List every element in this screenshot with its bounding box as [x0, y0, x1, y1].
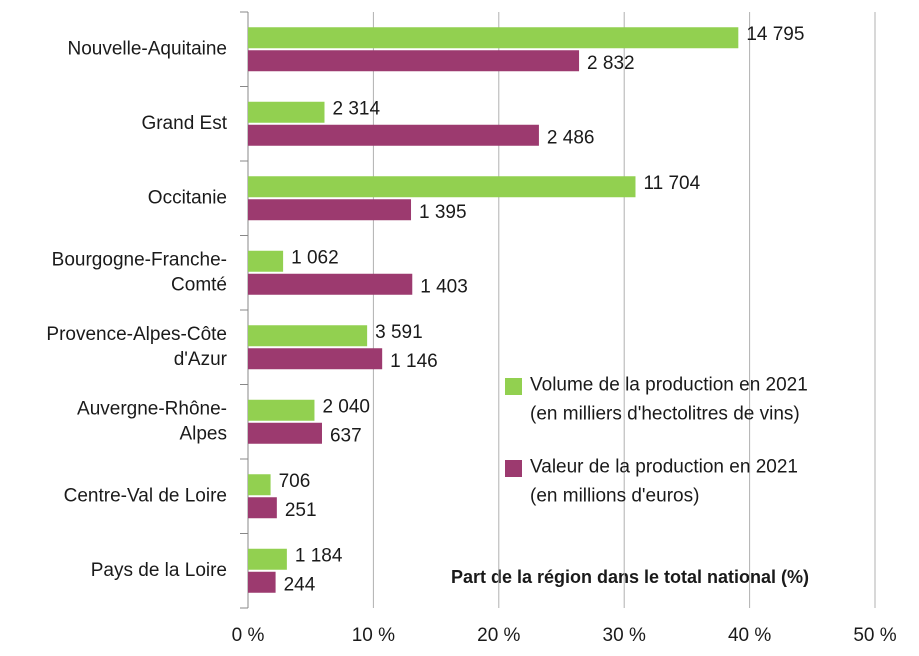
- legend-label: Valeur de la production en 2021 (en milli…: [530, 457, 798, 507]
- x-tick-label: 40 %: [728, 625, 771, 646]
- data-label: 1 146: [390, 351, 438, 372]
- bar: [248, 474, 271, 496]
- data-label: 3 591: [375, 322, 423, 343]
- data-label: 637: [330, 425, 362, 446]
- x-tick-label: 10 %: [352, 625, 395, 646]
- bar: [248, 325, 368, 347]
- data-label: 2 040: [322, 396, 370, 417]
- legend-label: Volume de la production en 2021 (en milli…: [530, 375, 808, 425]
- data-label: 706: [279, 471, 311, 492]
- x-tick-label: 0 %: [232, 625, 265, 646]
- bar: [248, 422, 322, 444]
- data-label: 1 403: [420, 276, 468, 297]
- data-label: 2 486: [547, 127, 595, 148]
- data-label: 14 795: [746, 24, 804, 45]
- data-label: 2 832: [587, 53, 635, 74]
- x-tick-label: 50 %: [853, 625, 896, 646]
- data-label: 251: [285, 500, 317, 521]
- bar: [248, 176, 636, 198]
- bar: [248, 199, 412, 221]
- y-tick-label: Pays de la Loire: [91, 560, 227, 581]
- y-tick-label: Provence-Alpes-Côte d'Azur: [46, 324, 227, 370]
- bar: [248, 399, 315, 421]
- y-tick-label: Occitanie: [148, 187, 227, 208]
- bar: [248, 548, 287, 570]
- x-tick-label: 20 %: [477, 625, 520, 646]
- bar: [248, 250, 284, 272]
- y-tick-label: Grand Est: [141, 113, 227, 134]
- y-tick-label: Auvergne-Rhône-Alpes: [77, 398, 227, 444]
- data-label: 1 184: [295, 545, 343, 566]
- bar: [248, 101, 325, 123]
- bar: [248, 348, 383, 370]
- bar: [248, 27, 739, 49]
- bar: [248, 124, 539, 146]
- data-label: 2 314: [332, 98, 380, 119]
- data-label: 244: [284, 574, 316, 595]
- bar: [248, 497, 277, 519]
- bar: [248, 273, 413, 295]
- bar: [248, 50, 580, 72]
- legend-swatch: [505, 378, 522, 395]
- bar: [248, 571, 276, 593]
- y-tick-label: Nouvelle-Aquitaine: [68, 38, 228, 59]
- data-label: 11 704: [643, 173, 700, 194]
- x-tick-label: 30 %: [603, 625, 646, 646]
- y-tick-label: Bourgogne-Franche-Comté: [52, 249, 227, 295]
- data-label: 1 395: [419, 202, 467, 223]
- legend-swatch: [505, 460, 522, 477]
- x-axis-label: Part de la région dans le total national…: [451, 567, 809, 587]
- y-tick-label: Centre-Val de Loire: [64, 485, 227, 506]
- data-label: 1 062: [291, 247, 339, 268]
